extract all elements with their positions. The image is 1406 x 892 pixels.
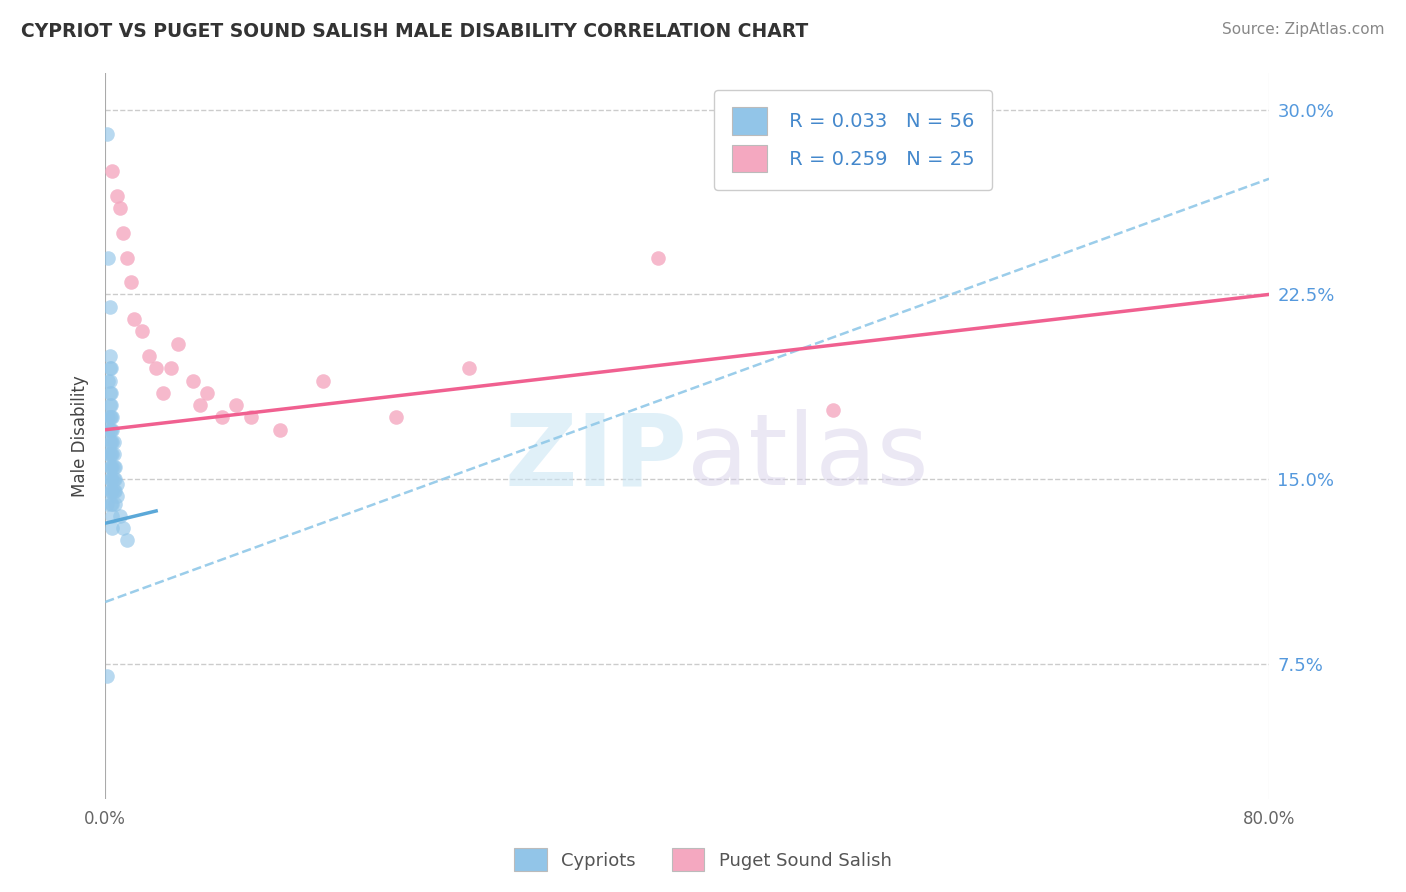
- Point: [98, 423, 121, 437]
- Point: [115, 251, 138, 265]
- Point: [97, 423, 120, 437]
- Legend: Cypriots, Puget Sound Salish: Cypriots, Puget Sound Salish: [508, 841, 898, 879]
- Point: [131, 324, 153, 338]
- Point: [385, 410, 408, 425]
- Point: [100, 497, 122, 511]
- Point: [98, 435, 121, 450]
- Point: [98, 484, 121, 499]
- Point: [111, 226, 134, 240]
- Point: [98, 447, 121, 461]
- Point: [101, 447, 124, 461]
- Point: [101, 164, 124, 178]
- Point: [97, 410, 120, 425]
- Text: ZIP: ZIP: [505, 409, 688, 506]
- Point: [104, 484, 127, 499]
- Point: [195, 385, 218, 400]
- Point: [145, 361, 167, 376]
- Point: [96, 669, 118, 683]
- Point: [239, 410, 262, 425]
- Point: [98, 459, 121, 474]
- Point: [97, 374, 120, 388]
- Point: [167, 336, 190, 351]
- Point: [97, 251, 120, 265]
- Legend:  R = 0.033   N = 56,  R = 0.259   N = 25: R = 0.033 N = 56, R = 0.259 N = 25: [714, 90, 991, 190]
- Point: [98, 472, 121, 486]
- Point: [103, 459, 125, 474]
- Point: [100, 361, 122, 376]
- Point: [101, 484, 124, 499]
- Point: [100, 435, 122, 450]
- Point: [225, 398, 247, 412]
- Point: [108, 202, 131, 216]
- Point: [138, 349, 160, 363]
- Point: [97, 447, 120, 461]
- Point: [96, 128, 118, 142]
- Text: Source: ZipAtlas.com: Source: ZipAtlas.com: [1222, 22, 1385, 37]
- Point: [101, 508, 124, 523]
- Point: [100, 447, 122, 461]
- Point: [115, 533, 138, 548]
- Point: [98, 374, 121, 388]
- Point: [821, 403, 844, 417]
- Point: [101, 410, 124, 425]
- Point: [159, 361, 181, 376]
- Point: [103, 472, 125, 486]
- Point: [181, 374, 204, 388]
- Point: [269, 423, 291, 437]
- Point: [101, 435, 124, 450]
- Text: atlas: atlas: [688, 409, 929, 506]
- Point: [105, 189, 128, 203]
- Point: [647, 251, 669, 265]
- Point: [100, 484, 122, 499]
- Y-axis label: Male Disability: Male Disability: [72, 375, 89, 497]
- Point: [96, 497, 118, 511]
- Point: [103, 484, 125, 499]
- Point: [98, 385, 121, 400]
- Point: [104, 459, 127, 474]
- Point: [101, 423, 124, 437]
- Point: [103, 435, 125, 450]
- Point: [108, 508, 131, 523]
- Point: [100, 423, 122, 437]
- Point: [105, 489, 128, 503]
- Point: [111, 521, 134, 535]
- Point: [105, 476, 128, 491]
- Point: [120, 275, 142, 289]
- Point: [100, 472, 122, 486]
- Point: [312, 374, 335, 388]
- Point: [104, 472, 127, 486]
- Text: CYPRIOT VS PUGET SOUND SALISH MALE DISABILITY CORRELATION CHART: CYPRIOT VS PUGET SOUND SALISH MALE DISAB…: [21, 22, 808, 41]
- Point: [101, 497, 124, 511]
- Point: [101, 472, 124, 486]
- Point: [103, 447, 125, 461]
- Point: [98, 410, 121, 425]
- Point: [98, 300, 121, 314]
- Point: [101, 459, 124, 474]
- Point: [100, 385, 122, 400]
- Point: [98, 349, 121, 363]
- Point: [100, 398, 122, 412]
- Point: [100, 459, 122, 474]
- Point: [104, 497, 127, 511]
- Point: [100, 410, 122, 425]
- Point: [98, 361, 121, 376]
- Point: [458, 361, 481, 376]
- Point: [152, 385, 174, 400]
- Point: [188, 398, 211, 412]
- Point: [124, 312, 146, 326]
- Point: [98, 398, 121, 412]
- Point: [101, 521, 124, 535]
- Point: [211, 410, 233, 425]
